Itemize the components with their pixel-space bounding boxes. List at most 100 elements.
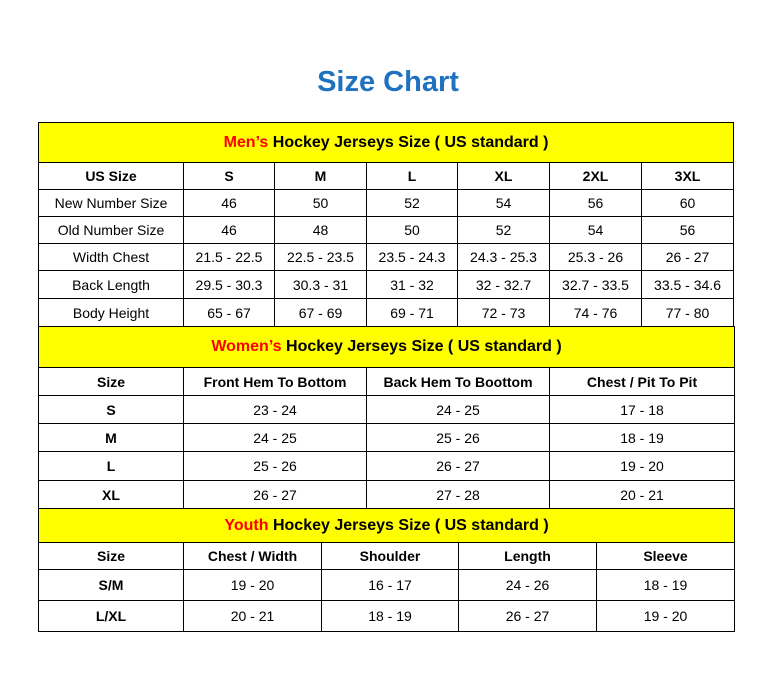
heading-highlight: Men’s (223, 133, 269, 151)
table-cell: 52 (457, 216, 550, 244)
row-label: XL (38, 480, 184, 509)
row-label: L (38, 451, 184, 481)
table-cell: 46 (183, 216, 275, 244)
row-label: L/XL (38, 600, 184, 632)
table-row: L/XL 20 - 21 18 - 19 26 - 27 19 - 20 (38, 600, 736, 632)
table-cell: 16 - 17 (321, 569, 459, 601)
table-cell: 23.5 - 24.3 (366, 243, 458, 271)
table-cell: 24 - 25 (183, 423, 367, 452)
table-cell: 77 - 80 (640, 298, 735, 327)
row-label: Body Height (38, 298, 184, 327)
table-cell: 29.5 - 30.3 (183, 270, 275, 299)
table-row: New Number Size 46 50 52 54 56 60 (38, 189, 735, 217)
table-row: Width Chest 21.5 - 22.5 22.5 - 23.5 23.5 - … (38, 243, 735, 271)
table-cell: 54 (549, 216, 642, 244)
column-header: Sleeve (595, 542, 736, 570)
table-cell: 20 - 21 (548, 480, 736, 509)
table-row: Body Height 65 - 67 67 - 69 69 - 71 72 - 73 7… (38, 298, 735, 327)
table-row: L 25 - 26 26 - 27 19 - 20 (38, 451, 736, 481)
table-cell: 27 - 28 (366, 480, 550, 509)
row-label: Width Chest (38, 243, 184, 271)
table-cell: 20 - 21 (183, 600, 322, 632)
table-row: Old Number Size 46 48 50 52 54 56 (38, 216, 735, 244)
column-header: 2XL (549, 162, 642, 190)
table-cell: 46 (183, 189, 275, 217)
table-cell: 32 - 32.7 (457, 270, 550, 299)
table-cell: 24 - 25 (366, 395, 550, 424)
column-header: S (183, 162, 275, 190)
table-cell: 60 (640, 189, 735, 217)
table-cell: 31 - 32 (366, 270, 458, 299)
row-label: M (38, 423, 184, 452)
table-cell: 74 - 76 (549, 298, 642, 327)
table-row: M 24 - 25 25 - 26 18 - 19 (38, 423, 736, 452)
table-cell: 23 - 24 (183, 395, 367, 424)
table-cell: 50 (366, 216, 458, 244)
table-cell: 25 - 26 (183, 451, 367, 481)
table-row: S 23 - 24 24 - 25 17 - 18 (38, 395, 736, 424)
table-cell: 30.3 - 31 (274, 270, 367, 299)
heading-highlight: Women’s (211, 338, 282, 355)
table-cell: 69 - 71 (366, 298, 458, 327)
table-cell: 17 - 18 (548, 395, 736, 424)
table-cell: 22.5 - 23.5 (274, 243, 367, 271)
youth-section-heading: Youth Hockey Jerseys Size ( US standard … (37, 508, 736, 543)
column-header: Back Hem To Boottom (366, 367, 550, 396)
table-cell: 56 (640, 216, 735, 244)
table-cell: 54 (457, 189, 550, 217)
youth-size-table: Youth Hockey Jerseys Size ( US standard … (37, 508, 736, 632)
table-cell: 72 - 73 (457, 298, 550, 327)
table-cell: 18 - 19 (321, 600, 459, 632)
table-cell: 19 - 20 (595, 600, 736, 632)
table-cell: 67 - 69 (274, 298, 367, 327)
column-header: Front Hem To Bottom (183, 367, 367, 396)
column-header: Length (458, 542, 597, 570)
row-label: Old Number Size (38, 216, 184, 244)
table-cell: 56 (549, 189, 642, 217)
header-row: Size Front Hem To Bottom Back Hem To Boott… (38, 367, 736, 396)
column-header: L (366, 162, 458, 190)
table-cell: 52 (366, 189, 458, 217)
womens-size-table: Women’s Hockey Jerseys Size ( US standar… (37, 326, 736, 509)
table-cell: 25 - 26 (366, 423, 550, 452)
column-header: Size (38, 367, 184, 396)
heading-text: Hockey Jerseys Size ( US standard ) (268, 133, 549, 151)
table-cell: 21.5 - 22.5 (183, 243, 275, 271)
table-cell: 24.3 - 25.3 (457, 243, 550, 271)
table-cell: 26 - 27 (366, 451, 550, 481)
heading-text: Hockey Jerseys Size ( US standard ) (281, 338, 562, 355)
column-header: M (274, 162, 367, 190)
row-label: New Number Size (38, 189, 184, 217)
row-label: Back Length (38, 270, 184, 299)
column-header: US Size (38, 162, 184, 190)
column-header: XL (457, 162, 550, 190)
table-row: Back Length 29.5 - 30.3 30.3 - 31 31 - 32 32… (38, 270, 735, 299)
table-cell: 25.3 - 26 (549, 243, 642, 271)
table-row: S/M 19 - 20 16 - 17 24 - 26 18 - 19 (38, 569, 736, 601)
table-cell: 18 - 19 (595, 569, 736, 601)
column-header: 3XL (640, 162, 735, 190)
table-cell: 26 - 27 (640, 243, 735, 271)
heading-text: Hockey Jerseys Size ( US standard ) (268, 516, 549, 534)
womens-section-heading: Women’s Hockey Jerseys Size ( US standar… (37, 326, 736, 368)
table-cell: 18 - 19 (548, 423, 736, 452)
table-cell: 33.5 - 34.6 (640, 270, 735, 299)
header-row: US Size S M L XL 2XL 3XL (38, 162, 735, 190)
row-label: S (38, 395, 184, 424)
row-label: S/M (38, 569, 184, 601)
column-header: Size (38, 542, 184, 570)
heading-highlight: Youth (224, 516, 269, 534)
table-cell: 32.7 - 33.5 (549, 270, 642, 299)
column-header: Chest / Pit To Pit (548, 367, 736, 396)
mens-size-table: Men’s Hockey Jerseys Size ( US standard … (37, 122, 735, 327)
header-row: Size Chest / Width Shoulder Length Sleeve (38, 542, 736, 570)
table-cell: 24 - 26 (458, 569, 597, 601)
table-cell: 19 - 20 (548, 451, 736, 481)
page-title: Size Chart (317, 66, 459, 98)
column-header: Shoulder (321, 542, 459, 570)
table-cell: 48 (274, 216, 367, 244)
table-cell: 26 - 27 (458, 600, 597, 632)
table-cell: 19 - 20 (183, 569, 322, 601)
table-cell: 65 - 67 (183, 298, 275, 327)
table-row: XL 26 - 27 27 - 28 20 - 21 (38, 480, 736, 509)
